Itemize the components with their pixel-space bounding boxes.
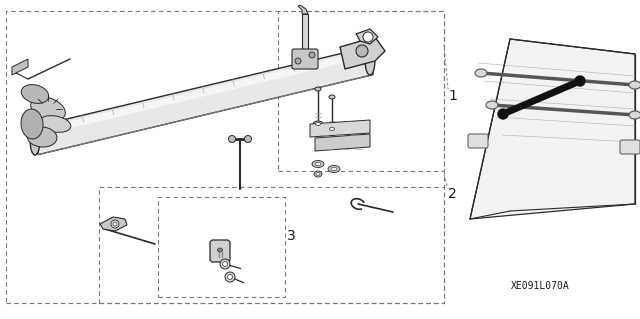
Circle shape	[227, 275, 232, 279]
Circle shape	[223, 262, 227, 266]
Circle shape	[225, 272, 235, 282]
Circle shape	[244, 136, 252, 143]
Ellipse shape	[486, 101, 498, 109]
Ellipse shape	[21, 85, 49, 103]
Circle shape	[575, 76, 585, 86]
Ellipse shape	[629, 111, 640, 119]
Ellipse shape	[329, 95, 335, 99]
Ellipse shape	[315, 162, 321, 166]
Circle shape	[111, 220, 119, 228]
Polygon shape	[340, 37, 385, 69]
Polygon shape	[310, 120, 370, 137]
Ellipse shape	[330, 128, 335, 130]
Circle shape	[295, 58, 301, 64]
FancyBboxPatch shape	[292, 49, 318, 69]
Circle shape	[356, 45, 368, 57]
Circle shape	[220, 259, 230, 269]
Text: 3: 3	[287, 229, 296, 243]
Text: 2: 2	[448, 187, 457, 201]
Ellipse shape	[21, 109, 43, 139]
Ellipse shape	[316, 122, 321, 125]
Polygon shape	[298, 5, 308, 14]
FancyBboxPatch shape	[210, 240, 230, 262]
Polygon shape	[33, 50, 369, 137]
FancyBboxPatch shape	[468, 134, 488, 148]
Ellipse shape	[313, 121, 323, 127]
Ellipse shape	[365, 47, 375, 75]
Ellipse shape	[314, 171, 322, 177]
Polygon shape	[315, 134, 370, 151]
Polygon shape	[470, 39, 635, 219]
Polygon shape	[356, 29, 378, 44]
Ellipse shape	[315, 87, 321, 91]
Polygon shape	[12, 59, 28, 75]
Circle shape	[113, 222, 117, 226]
Ellipse shape	[328, 166, 340, 173]
Polygon shape	[32, 48, 373, 155]
Circle shape	[363, 32, 373, 42]
Text: XE091L070A: XE091L070A	[511, 281, 570, 291]
Circle shape	[498, 109, 508, 119]
Ellipse shape	[331, 167, 337, 171]
Text: 1: 1	[448, 89, 457, 103]
Circle shape	[309, 52, 315, 58]
Polygon shape	[302, 14, 308, 61]
Ellipse shape	[30, 127, 40, 155]
Ellipse shape	[312, 160, 324, 167]
Circle shape	[228, 136, 236, 143]
Ellipse shape	[31, 97, 65, 121]
FancyBboxPatch shape	[620, 140, 640, 154]
Ellipse shape	[27, 127, 57, 147]
Ellipse shape	[39, 116, 71, 132]
Ellipse shape	[316, 173, 320, 175]
Ellipse shape	[218, 248, 223, 252]
Ellipse shape	[327, 126, 337, 132]
Polygon shape	[100, 217, 127, 231]
Ellipse shape	[475, 69, 487, 77]
Ellipse shape	[629, 81, 640, 89]
